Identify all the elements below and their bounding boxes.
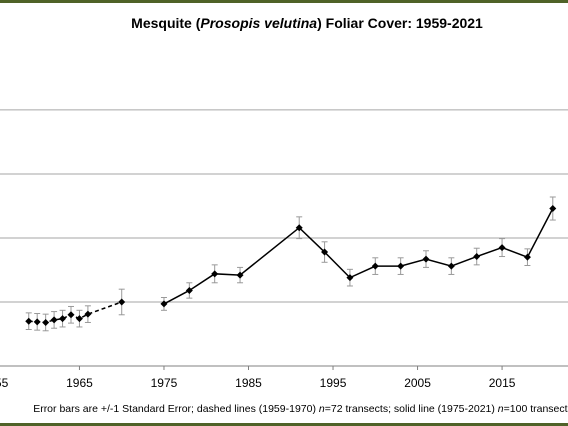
title-part: ) Foliar Cover: 1959-2021	[317, 15, 483, 31]
footnote-part: =72 transects; solid line (1975-2021)	[325, 403, 498, 415]
point	[160, 300, 168, 308]
footnote-part: Error bars are +/-1 Standard Error; dash…	[33, 403, 319, 415]
footnote: Error bars are +/-1 Standard Error; dash…	[33, 403, 568, 415]
point	[523, 253, 531, 261]
series-line	[163, 208, 554, 305]
point	[321, 248, 329, 256]
frame-bottom	[0, 423, 568, 426]
series-line	[28, 301, 122, 324]
x-tick-label: 2015	[489, 376, 516, 390]
point	[236, 271, 244, 279]
x-tick-label: 1985	[235, 376, 262, 390]
point	[422, 255, 430, 263]
point	[295, 224, 303, 232]
footnote-part: =100 transects	[504, 403, 568, 415]
point	[447, 262, 455, 270]
point	[59, 315, 67, 323]
point	[549, 205, 557, 213]
point	[498, 244, 506, 252]
point	[211, 270, 219, 278]
point	[371, 262, 379, 270]
x-tick-label: 1955	[0, 376, 9, 390]
frame-top	[0, 0, 568, 3]
point	[25, 317, 33, 325]
point	[185, 286, 193, 294]
chart-title: Mesquite (Prosopis velutina) Foliar Cove…	[131, 15, 483, 31]
x-tick-label: 1965	[66, 376, 93, 390]
x-tick-label: 1995	[320, 376, 347, 390]
point	[473, 253, 481, 261]
point	[346, 274, 354, 282]
point	[42, 318, 50, 326]
point	[33, 318, 41, 326]
point	[67, 311, 75, 319]
point	[84, 310, 92, 318]
point	[397, 262, 405, 270]
point	[118, 298, 126, 306]
footnote-part: n	[319, 403, 325, 415]
title-part: Mesquite (	[131, 15, 201, 31]
title-part: Prosopis velutina	[200, 15, 317, 31]
x-tick-label: 2005	[404, 376, 431, 390]
x-tick-label: 1975	[151, 376, 178, 390]
point	[75, 315, 83, 323]
point	[50, 316, 58, 324]
footnote-part: n	[498, 403, 504, 415]
